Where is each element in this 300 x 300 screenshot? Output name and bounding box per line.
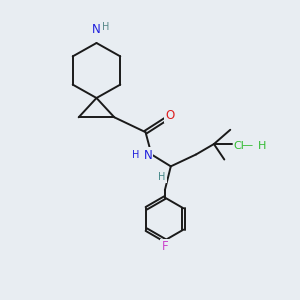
Text: Cl: Cl — [233, 140, 244, 151]
Text: —: — — [242, 140, 253, 151]
Text: N: N — [92, 23, 101, 37]
Text: N: N — [143, 148, 152, 162]
Text: H: H — [132, 150, 140, 160]
Text: H: H — [102, 22, 110, 32]
Text: H: H — [258, 140, 266, 151]
Text: F: F — [161, 240, 168, 254]
Text: H: H — [158, 172, 166, 182]
Text: O: O — [165, 109, 175, 122]
